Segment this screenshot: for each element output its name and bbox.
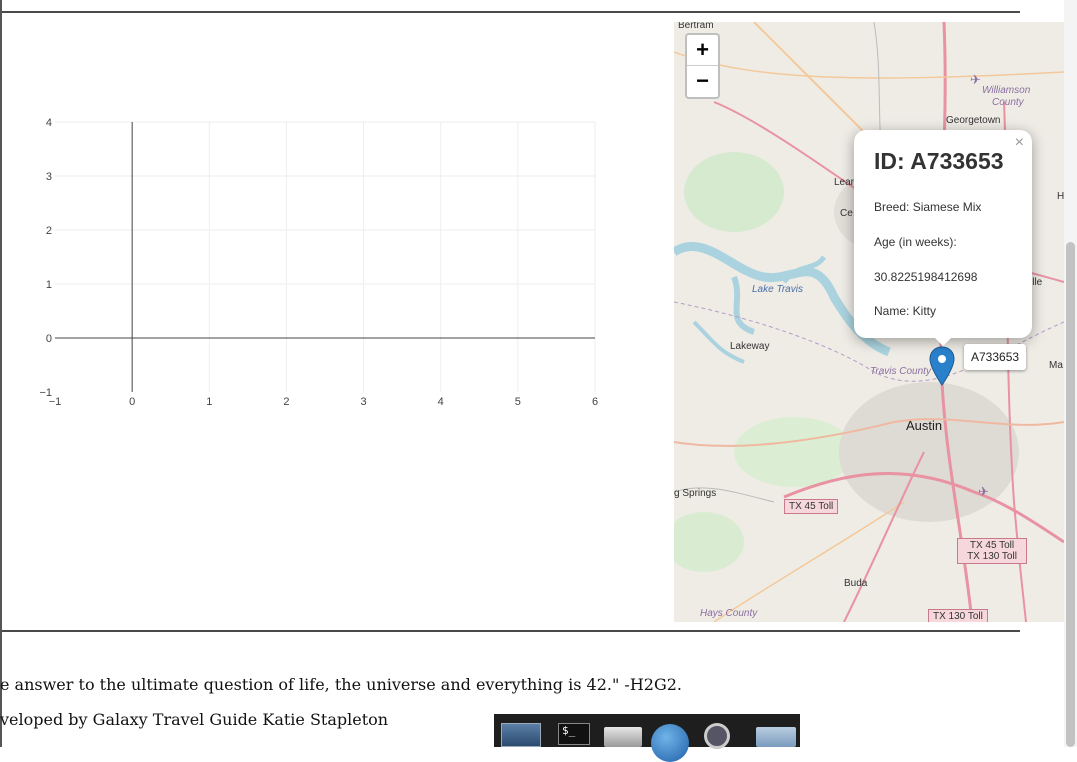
map-label-georgetown: Georgetown xyxy=(946,115,1001,126)
search-magnifier-icon[interactable] xyxy=(700,721,740,749)
airport-icon: ✈ xyxy=(978,484,989,499)
x-tick-label: 1 xyxy=(206,396,212,408)
top-divider xyxy=(2,11,1020,13)
road-shield-tx130: TX 130 Toll xyxy=(928,609,988,622)
popup-title: ID: A733653 xyxy=(874,148,1004,174)
zoom-in-button[interactable]: + xyxy=(687,35,718,66)
road-shield-tx45-label: TX 45 Toll xyxy=(969,540,1015,551)
zoom-out-button[interactable]: − xyxy=(696,68,709,93)
popup-age-value: 30.8225198412698 xyxy=(874,270,978,284)
chart-ticks: −1 0 1 2 3 4 5 6 −1 0 1 2 3 4 xyxy=(39,117,598,408)
footer-quote: e answer to the ultimate question of lif… xyxy=(0,675,682,694)
map-label-lakeway: Lakeway xyxy=(730,341,770,352)
window-left-edge xyxy=(0,0,2,747)
map-label-austin: Austin xyxy=(906,418,943,433)
map-label-lake-travis: Lake Travis xyxy=(752,284,803,295)
desktop-icon[interactable] xyxy=(499,721,541,747)
x-tick-label: 5 xyxy=(515,396,521,408)
x-tick-label: 4 xyxy=(438,396,444,408)
folder-icon[interactable] xyxy=(756,721,796,747)
map-marker-icon[interactable] xyxy=(929,346,955,386)
map-label-bertram: Bertram xyxy=(678,22,714,31)
map-label-ille: ille xyxy=(1030,277,1043,288)
road-shield-tx45: TX 45 Toll xyxy=(784,499,839,514)
terminal-icon[interactable]: $_ xyxy=(556,721,596,747)
marker-tooltip: A733653 xyxy=(964,344,1027,370)
y-tick-label: 1 xyxy=(46,279,52,291)
x-tick-label: 2 xyxy=(283,396,289,408)
zoom-control: + − xyxy=(685,33,720,99)
y-tick-label: 4 xyxy=(46,117,52,129)
scatter-plot: −1 0 1 2 3 4 5 6 −1 0 1 2 3 4 xyxy=(39,117,598,408)
popup-age-label: Age (in weeks): xyxy=(874,235,957,249)
airport-icon: ✈ xyxy=(970,72,981,87)
map-label-williamson-county: County xyxy=(992,97,1024,108)
chart-axes xyxy=(55,122,595,392)
popup-tip xyxy=(932,335,954,346)
y-tick-label: 3 xyxy=(46,171,52,183)
map-label-h: H xyxy=(1057,191,1064,202)
x-tick-label: 3 xyxy=(361,396,367,408)
map-label-cedar-park: Ce xyxy=(840,208,853,219)
popup-name: Name: Kitty xyxy=(874,304,937,318)
bottom-divider xyxy=(2,630,1020,632)
popup-breed: Breed: Siamese Mix xyxy=(874,200,982,214)
x-tick-label: 6 xyxy=(592,396,598,408)
road-shield-tx45-tx130: TX 45 Toll TX 130 Toll xyxy=(957,538,1027,564)
y-tick-label: 0 xyxy=(46,333,52,345)
map-label-leander: Lear xyxy=(834,177,855,188)
road-shield-tx130-label: TX 130 Toll xyxy=(967,551,1017,562)
chart-grid xyxy=(55,121,596,392)
scrollbar-thumb[interactable] xyxy=(1066,242,1075,747)
popup-close-button[interactable]: × xyxy=(1014,134,1024,151)
map-label-springs: g Springs xyxy=(674,488,717,499)
map-panel[interactable]: Bertram Williamson County Georgetown Lea… xyxy=(674,22,1064,622)
map-label-williamson: Williamson xyxy=(982,85,1031,96)
footer-credit: veloped by Galaxy Travel Guide Katie Sta… xyxy=(0,710,389,729)
x-tick-label: −1 xyxy=(49,396,62,408)
y-tick-label: 2 xyxy=(46,225,52,237)
map-label-travis-county: Travis County xyxy=(870,366,931,377)
map-label-buda: Buda xyxy=(844,578,868,589)
map-label-ma: Ma xyxy=(1049,360,1063,371)
taskbar-dock: $_ xyxy=(494,714,800,762)
map-label-hays-county: Hays County xyxy=(700,608,758,619)
marker-popup: × ID: A733653 Breed: Siamese Mix Age (in… xyxy=(854,130,1032,338)
browser-globe-icon[interactable] xyxy=(651,721,691,762)
terminal-glyph: $_ xyxy=(558,723,590,745)
x-tick-label: 0 xyxy=(129,396,135,408)
y-tick-label: −1 xyxy=(39,387,52,399)
files-icon[interactable] xyxy=(604,721,644,747)
